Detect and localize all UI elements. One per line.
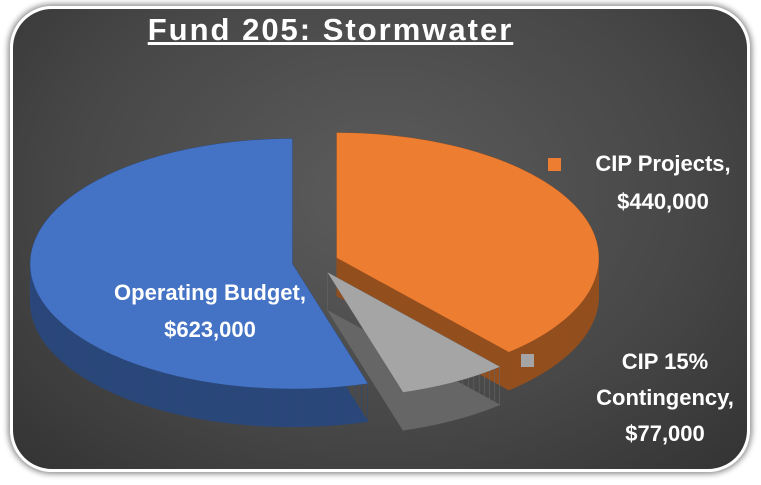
- chart-title: Fund 205: Stormwater: [147, 12, 514, 47]
- slice: [30, 138, 368, 389]
- legend-marker: [60, 268, 73, 281]
- data-label-category: Operating Budget,: [114, 280, 306, 305]
- data-label-category: CIP Projects,: [595, 151, 731, 176]
- slice: [327, 272, 500, 393]
- data-label-value: $623,000: [164, 317, 256, 342]
- data-label-category: CIP 15% Contingency,: [596, 349, 734, 410]
- legend-marker: [521, 354, 534, 367]
- data-label-value: $77,000: [625, 421, 705, 446]
- slice: [336, 132, 599, 353]
- data-label-value: $440,000: [617, 189, 709, 214]
- legend-marker: [548, 158, 561, 171]
